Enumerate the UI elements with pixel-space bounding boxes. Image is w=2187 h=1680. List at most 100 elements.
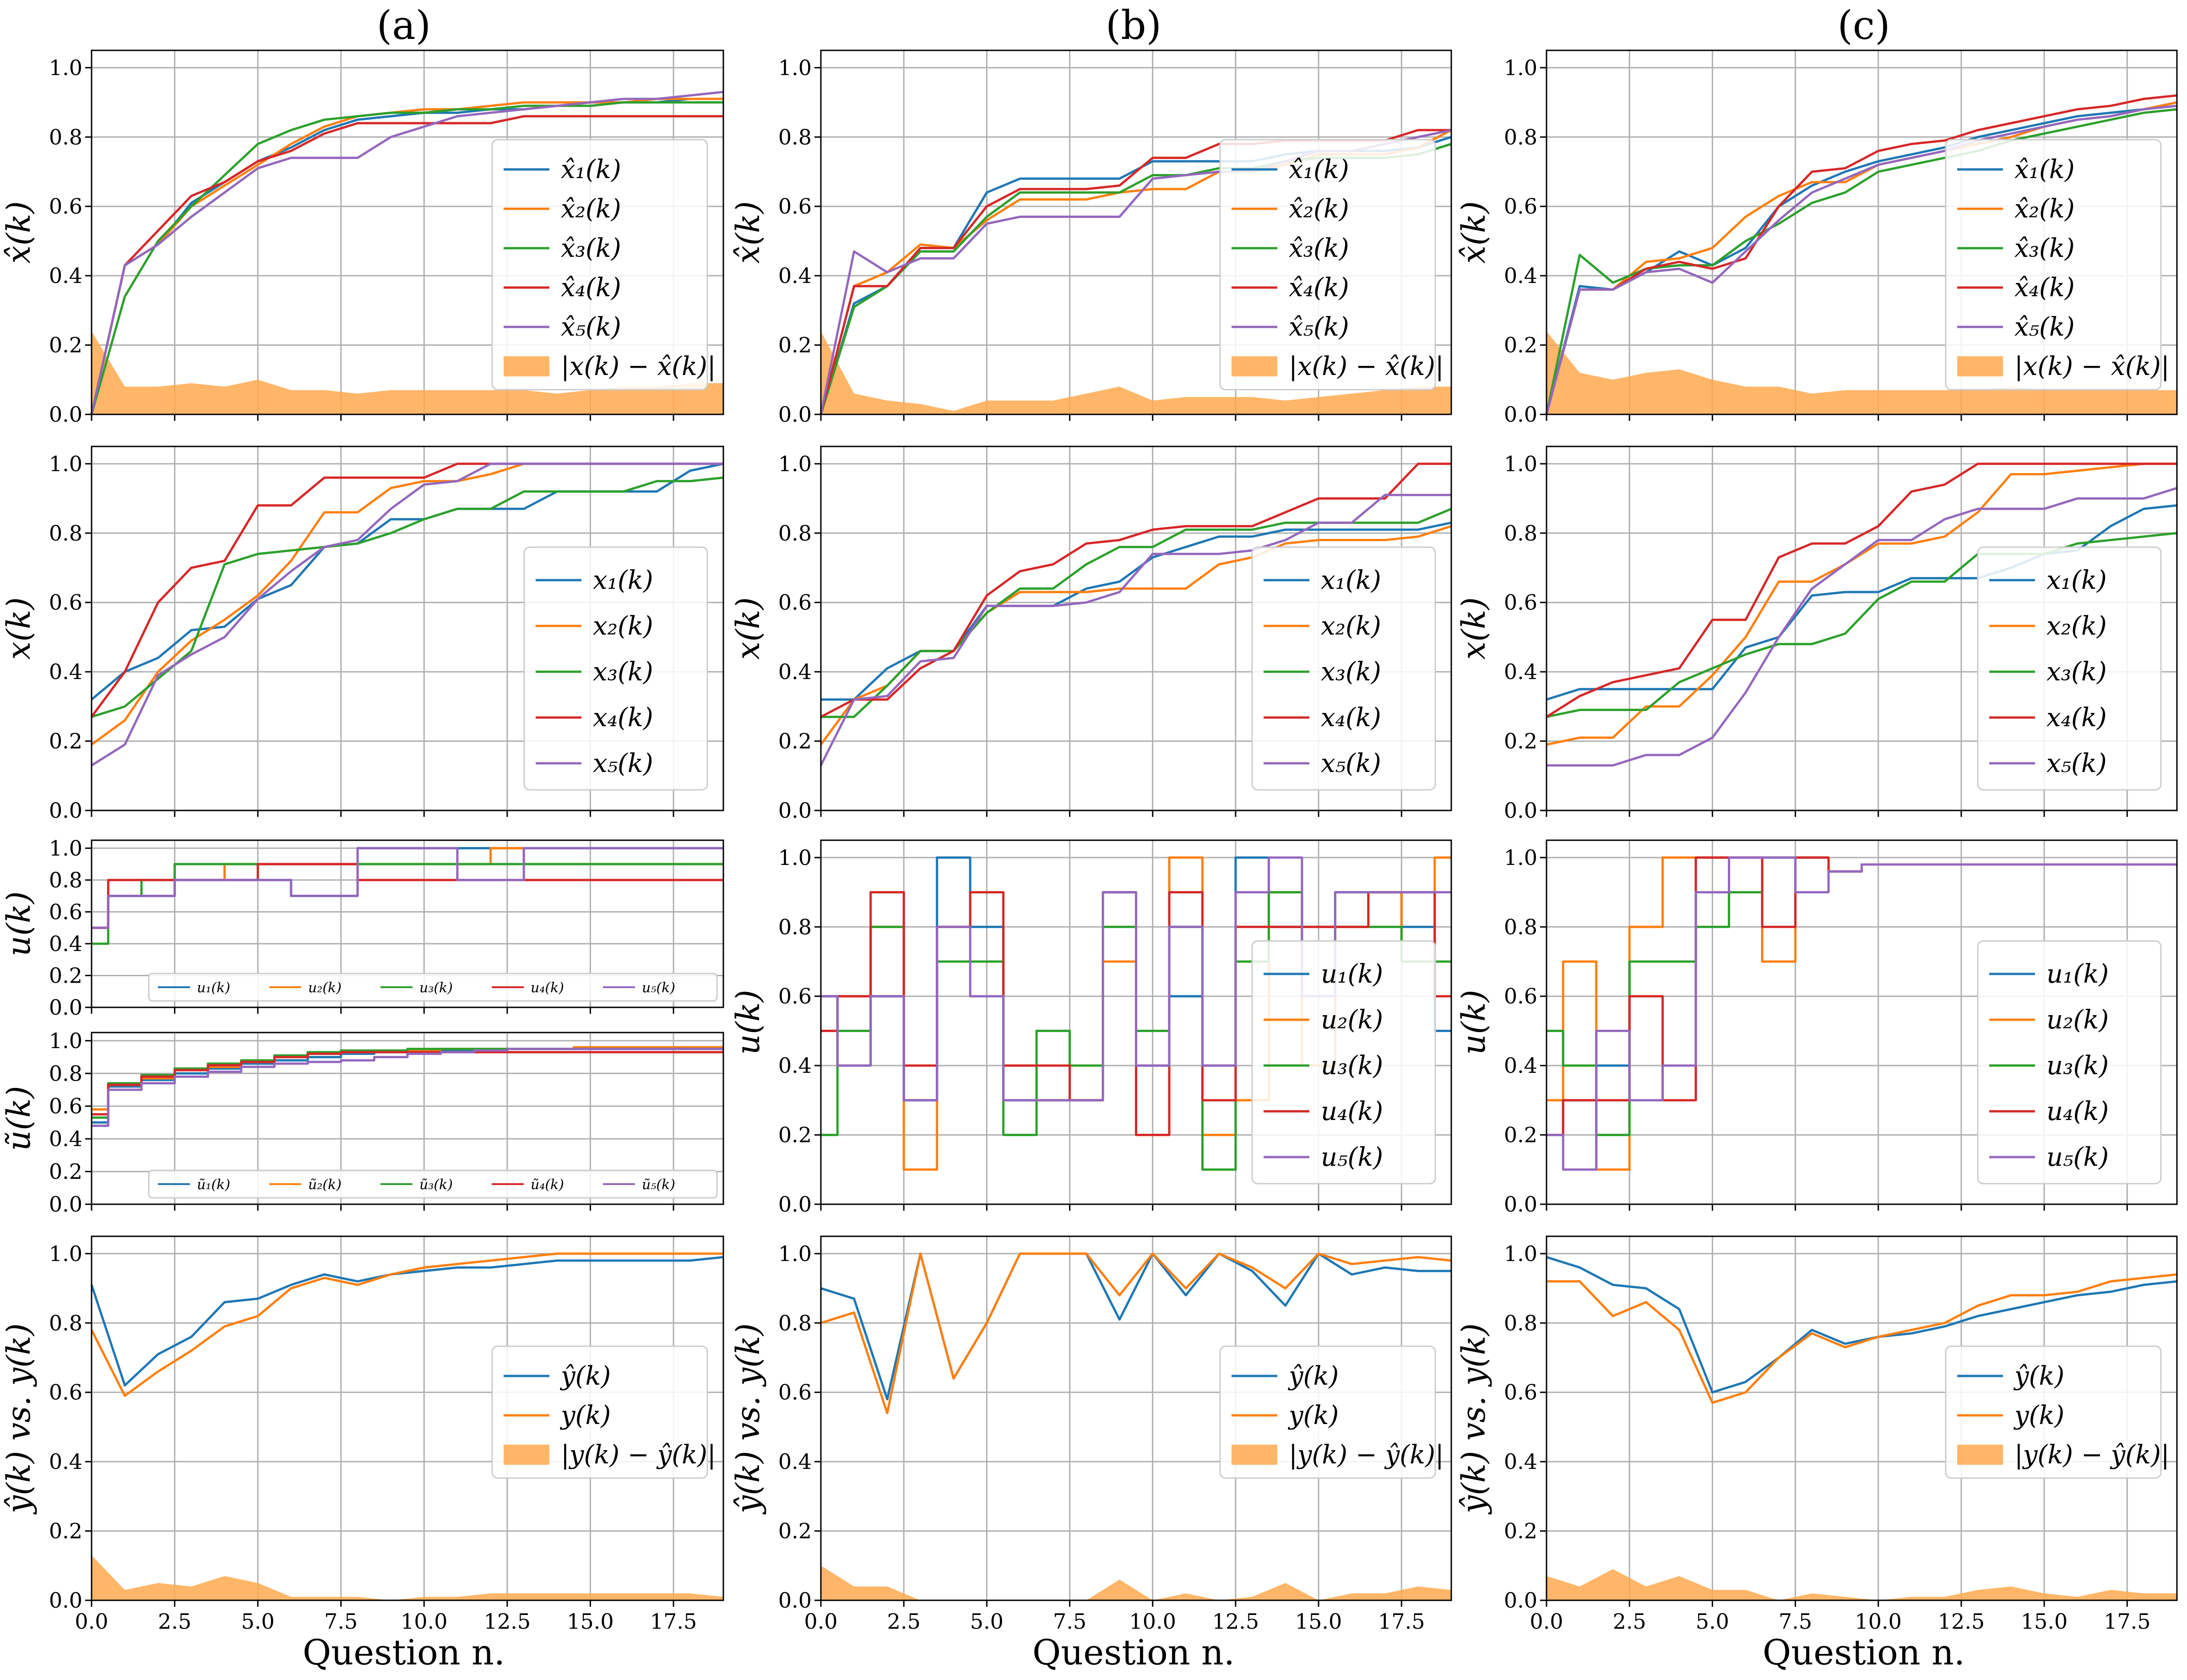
legend-box xyxy=(1977,940,2162,1185)
y-tick-label: 0.2 xyxy=(1504,333,1537,358)
y-tick-label: 0.4 xyxy=(1504,1449,1537,1474)
axes-frame xyxy=(820,446,1452,811)
area-error xyxy=(1547,331,2177,414)
y-tick-label: 0.0 xyxy=(778,798,812,823)
legend-label-4: x̂₄(k) xyxy=(561,273,621,303)
y-tick-label: 0.2 xyxy=(49,333,82,358)
legend-label-2: x̂₂(k) xyxy=(2014,194,2075,224)
series-line-5 xyxy=(1545,104,2177,415)
panel-a-x: 0.0 0.2 0.4 0.6 0.8 1.0 x(k) x₁(k) x₂(k) x₃(k) x₄(… xyxy=(0,446,724,823)
y-tick-label: 1.0 xyxy=(778,1241,812,1266)
y-tick-label: 0.2 xyxy=(1504,729,1537,754)
legend-label-4: u₄(k) xyxy=(2046,1097,2109,1126)
legend-label-2: x₂(k) xyxy=(1321,611,1381,641)
legend-label-1: x̂₁(k) xyxy=(2014,155,2075,185)
legend-label-4: x₄(k) xyxy=(2046,703,2107,733)
y-tick-label: 0.6 xyxy=(49,590,82,615)
y-axis-label: x̂(k) xyxy=(0,201,38,264)
legend-label-1: ŷ(k) xyxy=(1287,1361,1339,1391)
x-tick-label: 2.5 xyxy=(1613,1609,1646,1634)
legend-label-5: ũ₅(k) xyxy=(642,1177,675,1193)
legend-label-1: u₁(k) xyxy=(1321,959,1383,989)
legend-label-4: x̂₄(k) xyxy=(1289,273,1349,303)
x-tick-label: 15.0 xyxy=(1295,1609,1342,1634)
x-tick-label: 0.0 xyxy=(75,1609,108,1634)
legend-label-1: x₁(k) xyxy=(2046,565,2107,595)
panel-b-x: 0.0 0.2 0.4 0.6 0.8 1.0 x(k) x₁(k) x₂(k) x₃(k) x₄(… xyxy=(729,446,1452,823)
legend-swatch-3 xyxy=(1957,1445,2003,1465)
legend-label-4: u₄(k) xyxy=(1321,1097,1383,1126)
y-tick-label: 0.6 xyxy=(778,194,812,219)
column-title-b: (b) xyxy=(1106,3,1161,49)
y-tick-label: 0.2 xyxy=(49,729,82,754)
xlabel-b: Question n. xyxy=(1032,1632,1235,1673)
x-tick-label: 12.5 xyxy=(484,1609,531,1634)
y-tick-label: 0.4 xyxy=(49,1449,82,1474)
y-tick-label: 0.4 xyxy=(778,659,812,684)
area-error xyxy=(92,1555,723,1600)
y-tick-label: 0.8 xyxy=(1504,521,1537,545)
y-tick-label: 1.0 xyxy=(49,1028,82,1053)
y-tick-label: 0.4 xyxy=(49,1126,82,1151)
legend-label-3: ũ₃(k) xyxy=(419,1177,453,1193)
y-axis-label: u(k) xyxy=(729,990,767,1055)
y-tick-label: 0.2 xyxy=(1504,1519,1537,1544)
axes-frame xyxy=(1546,49,2178,415)
panel-b-xhat: 0.0 0.2 0.4 0.6 0.8 1.0 x̂(k) x̂₁(k) x̂₂(k) x̂₃(k… xyxy=(729,49,1452,427)
legend-swatch-6 xyxy=(1232,356,1277,376)
legend-label-3: u₃(k) xyxy=(2046,1051,2109,1081)
y-tick-label: 0.0 xyxy=(778,402,812,427)
panels: 0.0 0.2 0.4 0.6 0.8 1.0 x̂(k) x̂₁(k) x̂₂(k) x̂₃(k… xyxy=(0,49,2178,1634)
area-error xyxy=(92,331,723,414)
axes-frame xyxy=(820,1235,1452,1601)
series-line-1 xyxy=(90,1256,724,1387)
legend-label-2: y(k) xyxy=(559,1401,611,1430)
y-tick-label: 0.6 xyxy=(778,1380,812,1405)
series-line-4 xyxy=(90,115,723,415)
y-tick-label: 0.4 xyxy=(49,659,82,684)
legend-label-1: ŷ(k) xyxy=(559,1361,611,1391)
y-tick-label: 0.6 xyxy=(1504,590,1537,615)
y-axis-label: ŷ(k) vs. y(k) xyxy=(729,1323,767,1515)
panel-c-x: 0.0 0.2 0.4 0.6 0.8 1.0 x(k) x₁(k) x₂(k) x₃(k) x₄(… xyxy=(1455,446,2178,823)
y-axis-label: u(k) xyxy=(1455,990,1492,1055)
x-tick-label: 7.5 xyxy=(324,1609,358,1634)
x-tick-label: 10.0 xyxy=(1129,1609,1176,1634)
y-tick-label: 1.0 xyxy=(1504,845,1537,870)
legend-box xyxy=(148,973,718,1002)
series-line-3 xyxy=(90,101,723,415)
y-axis-label: x(k) xyxy=(0,597,38,660)
legend-label-4: u₄(k) xyxy=(531,980,564,996)
legend-label-3: |y(k) − ŷ(k)| xyxy=(561,1440,716,1470)
y-tick-label: 0.4 xyxy=(1504,263,1537,288)
legend-label-3: |y(k) − ŷ(k)| xyxy=(1289,1440,1444,1470)
y-tick-label: 0.6 xyxy=(49,1380,82,1405)
y-tick-label: 0.4 xyxy=(778,263,812,288)
y-tick-label: 1.0 xyxy=(778,55,812,80)
panel-c-y: 0.0 0.2 0.4 0.6 0.8 1.0 0.0 2.5 5.0 7.5 10.0 12.5 15… xyxy=(1455,1235,2178,1634)
legend-label-2: u₂(k) xyxy=(308,980,342,996)
x-tick-label: 17.5 xyxy=(650,1609,697,1634)
legend-label-1: ŷ(k) xyxy=(2013,1361,2064,1391)
y-axis-label: x(k) xyxy=(729,597,767,660)
legend-swatch-6 xyxy=(504,356,549,376)
y-tick-label: 0.4 xyxy=(49,263,82,288)
axes-frame xyxy=(820,839,1452,1205)
panel-b-u: 0.0 0.2 0.4 0.6 0.8 1.0 u(k) u₁(k) u₂(k) u₃(k) u₄(… xyxy=(729,839,1452,1217)
y-tick-label: 0.0 xyxy=(1504,798,1537,823)
y-axis-label: x(k) xyxy=(1455,597,1492,660)
legend-label-3: x₃(k) xyxy=(1321,657,1381,687)
legend-label-1: x̂₁(k) xyxy=(1289,155,1349,185)
x-tick-label: 2.5 xyxy=(158,1609,191,1634)
y-tick-label: 0.2 xyxy=(778,333,812,358)
y-tick-label: 0.2 xyxy=(778,1123,812,1147)
y-tick-label: 0.0 xyxy=(49,1192,82,1217)
legend-swatch-6 xyxy=(1957,356,2003,376)
axes-frame xyxy=(91,839,724,1008)
y-tick-label: 0.8 xyxy=(1504,914,1537,939)
legend-label-3: x̂₃(k) xyxy=(2014,234,2075,263)
y-tick-label: 0.8 xyxy=(49,1061,82,1086)
y-tick-label: 0.0 xyxy=(49,1588,82,1613)
column-title-a: (a) xyxy=(377,3,431,49)
legend-box xyxy=(1977,546,2162,791)
